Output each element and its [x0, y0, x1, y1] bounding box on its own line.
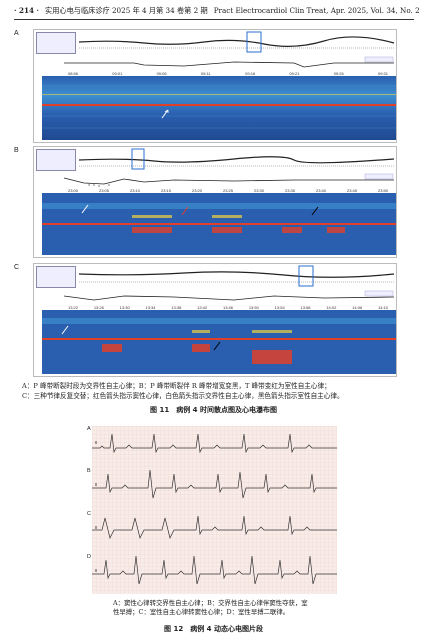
time-tick-label: 23:30 [254, 188, 265, 193]
time-tick-label: 13:30 [119, 305, 130, 310]
row-label-c: C [87, 511, 91, 517]
time-tick-label: 13:50 [248, 305, 259, 310]
time-tick-label: 23:45 [347, 188, 358, 193]
caption-line-1: A：窦性心律转交界性自主心律；B：交界性自主心律伴窦性夺获，室 [113, 599, 308, 607]
caption-line-1: A：P 峰带断裂时段为交界性自主心律；B：P 峰带断裂伴 R 峰带增宽变黑，T … [22, 382, 331, 390]
time-tick-label: 09:16 [245, 71, 256, 76]
time-tick-label: 13:22 [68, 305, 79, 310]
fig11-panel-c: RR 1 500 1 000 500 13:2213:2613:3013:341… [33, 263, 397, 377]
fig12-caption: A：窦性心律转交界性自主心律；B：交界性自主心律伴窦性夺获，室 性早搏；C：室性… [113, 599, 363, 617]
lead-label: Ⅱ [95, 568, 97, 573]
lead-label: Ⅱ [95, 482, 97, 487]
time-tick-label: 23:15 [161, 188, 172, 193]
panel-label-c: C [14, 264, 20, 271]
row-label-b: B [87, 468, 91, 474]
header-rule [14, 19, 414, 20]
waterfall-heatmap [42, 310, 396, 374]
waterfall-heatmap [42, 76, 396, 140]
info-box [36, 149, 76, 171]
fig11-caption: A：P 峰带断裂时段为交界性自主心律；B：P 峰带断裂伴 R 峰带增宽变黑，T … [22, 381, 410, 401]
panel-label-a: A [14, 30, 19, 37]
ecg-grid-area [92, 426, 337, 594]
fig11-panel-b: RR 1 500 1 000 500 23:0023:0523:1023:152… [33, 146, 397, 258]
time-tick-label: 13:34 [145, 305, 156, 310]
info-box [36, 266, 76, 288]
time-tick-label: 09:11 [200, 71, 211, 76]
time-tick-label: 09:26 [333, 71, 344, 76]
journal-title-cn: 实用心电与临床诊疗 2025 年 4 月第 34 卷第 2 期 [45, 6, 208, 15]
rr-strip [34, 173, 396, 188]
time-tick-label: 23:35 [285, 188, 296, 193]
running-header: · 214 · 实用心电与临床诊疗 2025 年 4 月第 34 卷第 2 期 … [14, 6, 420, 16]
overview-strip [34, 147, 396, 174]
time-tick-label: 23:10 [130, 188, 141, 193]
lead-label: Ⅱ [95, 525, 97, 530]
info-box [36, 32, 76, 54]
lead-label: Ⅱ [95, 440, 97, 445]
time-tick-label: 13:42 [197, 305, 208, 310]
time-tick-label: 09:06 [156, 71, 167, 76]
time-tick-label: 14:02 [326, 305, 337, 310]
time-tick-label: 23:20 [192, 188, 203, 193]
rr-strip [34, 56, 396, 71]
time-tick-label: 23:50 [378, 188, 389, 193]
rr-strip [34, 290, 396, 305]
page-number: · 214 · [14, 6, 40, 15]
fig12-title: 图 12 病例 4 动态心电图片段 [164, 625, 263, 633]
time-tick-label: 14:10 [378, 305, 389, 310]
journal-title-en: Pract Electrocardiol Clin Treat, Apr. 20… [213, 6, 420, 15]
caption-line-2: 性早搏；C：室性自主心律转窦性心律；D：室性早搏二联律。 [113, 608, 290, 616]
time-tick-label: 23:25 [223, 188, 234, 193]
time-tick-label: 14:06 [352, 305, 363, 310]
row-label-a: A [87, 426, 91, 432]
fig11-panel-a: RR 1 500 1 000 500 08:5609:0109:0609:110… [33, 29, 397, 143]
ecg-strip-b: B Ⅱ [87, 468, 337, 508]
time-tick-label: 13:38 [171, 305, 182, 310]
time-tick-label: 13:46 [223, 305, 234, 310]
ecg-strip-a: A Ⅱ [87, 426, 337, 466]
caption-line-2: C：三种节律反复交替；红色箭头指示窦性心律，白色箭头指示交界性自主心律，黑色箭头… [22, 392, 344, 400]
panel-label-b: B [14, 147, 19, 154]
time-tick-label: 23:00 [68, 188, 79, 193]
time-tick-label: 23:40 [316, 188, 327, 193]
waterfall-heatmap [42, 193, 396, 255]
time-tick-label: 09:01 [112, 71, 123, 76]
ecg-strip-c: C Ⅱ [87, 511, 337, 551]
time-tick-label: 13:58 [300, 305, 311, 310]
time-tick-label: 23:05 [99, 188, 110, 193]
row-label-d: D [87, 554, 91, 560]
time-tick-label: 13:26 [93, 305, 104, 310]
time-tick-label: 13:54 [274, 305, 285, 310]
time-tick-label: 09:21 [289, 71, 300, 76]
time-tick-label: 08:56 [68, 71, 79, 76]
time-tick-label: 09:31 [378, 71, 389, 76]
ecg-strip-d: D Ⅱ [87, 554, 337, 594]
fig11-title: 图 11 病例 4 时间散点图及心电瀑布图 [150, 406, 277, 414]
overview-strip [34, 30, 396, 57]
overview-strip [34, 264, 396, 291]
